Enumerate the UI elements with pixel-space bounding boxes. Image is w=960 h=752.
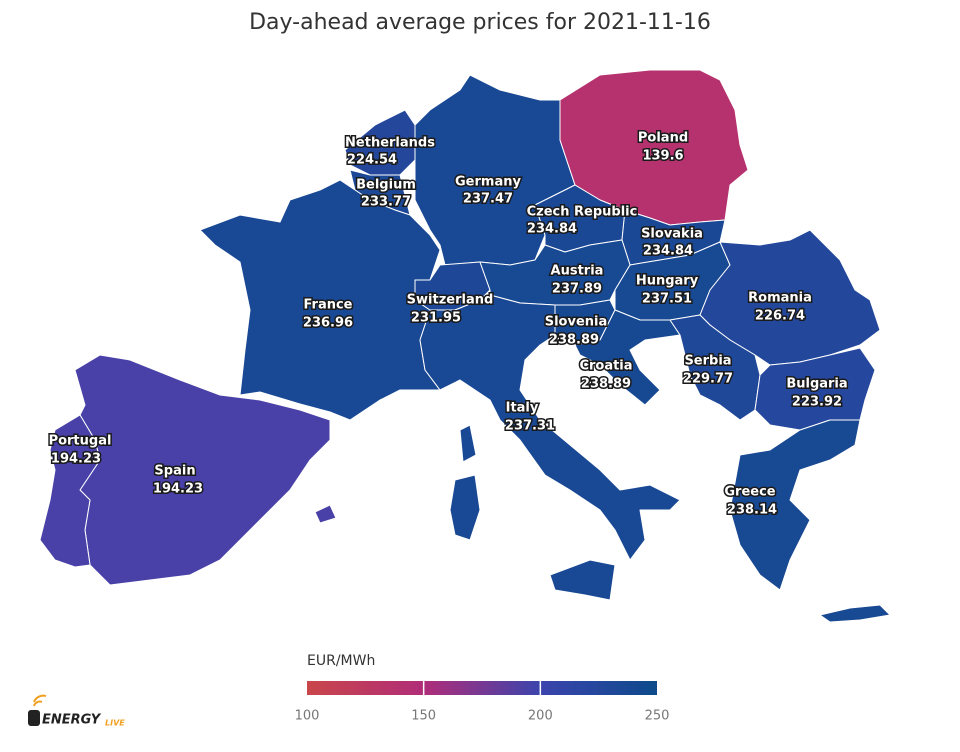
country-name: Croatia [579, 359, 632, 374]
country-name: Slovakia [641, 227, 703, 242]
country-name: Bulgaria [786, 377, 847, 392]
country-greece [819, 604, 891, 623]
color-bar [307, 681, 657, 695]
country-value: 231.95 [411, 311, 461, 326]
country-value: 237.47 [463, 192, 513, 207]
country-croatia [574, 309, 681, 406]
country-name: Slovenia [545, 315, 608, 330]
legend-tick-label: 150 [411, 709, 436, 724]
country-switzerland [414, 261, 491, 311]
brand-name: ENERGY [42, 713, 102, 728]
country-value: 237.89 [552, 282, 602, 297]
brand-logo: ENERGY LIVE [28, 694, 125, 728]
country-name: Poland [638, 131, 688, 146]
legend-tick-label: 100 [295, 709, 320, 724]
country-value: 139.6 [642, 149, 683, 164]
country-value: 236.96 [303, 316, 353, 331]
country-portugal [39, 414, 101, 568]
brand-waves [33, 694, 47, 707]
country-value: 226.74 [755, 309, 805, 324]
legend-tick-label: 200 [528, 709, 553, 724]
brand-suffix: LIVE [105, 719, 125, 728]
country-name: Italy [506, 401, 539, 416]
country-value: 238.14 [727, 503, 777, 518]
country-value: 238.89 [549, 333, 599, 348]
countries [39, 69, 891, 623]
country-france [199, 179, 441, 421]
map-title: Day-ahead average prices for 2021-11-16 [249, 10, 711, 35]
country-name: Portugal [49, 434, 112, 449]
country-value: 223.92 [792, 395, 842, 410]
country-value: 238.89 [581, 377, 631, 392]
country-name: Austria [551, 264, 604, 279]
country-name: Czech Republic [527, 205, 638, 220]
country-value: 234.84 [643, 244, 693, 259]
legend-title: EUR/MWh [307, 653, 375, 669]
country-name: Romania [748, 291, 812, 306]
legend: EUR/MWh 100 150 200 250 [295, 653, 670, 724]
legend-tick-label: 250 [645, 709, 670, 724]
country-greece [729, 419, 861, 591]
country-name: Belgium [356, 178, 416, 193]
brand-icon [28, 710, 40, 726]
country-value: 194.23 [153, 482, 203, 497]
country-name: France [303, 298, 352, 313]
country-bulgaria [754, 347, 876, 431]
country-name: Spain [154, 464, 195, 479]
country-value: 229.77 [683, 372, 733, 387]
country-name: Netherlands [345, 136, 435, 151]
country-italy [419, 294, 681, 561]
country-spain [314, 504, 337, 524]
country-labels: Netherlands 224.54 Belgium 233.77 German… [47, 129, 849, 519]
country-france [459, 424, 477, 463]
country-value: 194.23 [51, 452, 101, 467]
country-value: 234.84 [527, 222, 577, 237]
country-value: 237.51 [642, 292, 692, 307]
country-value: 224.54 [347, 153, 397, 168]
country-name: Hungary [636, 274, 699, 289]
country-name: Switzerland [407, 293, 494, 308]
country-italy [549, 559, 616, 601]
country-value: 233.77 [361, 195, 411, 210]
country-name: Greece [724, 485, 775, 500]
country-italy [449, 474, 481, 541]
country-value: 237.31 [505, 419, 555, 434]
country-name: Serbia [684, 354, 731, 369]
country-name: Germany [455, 175, 521, 190]
